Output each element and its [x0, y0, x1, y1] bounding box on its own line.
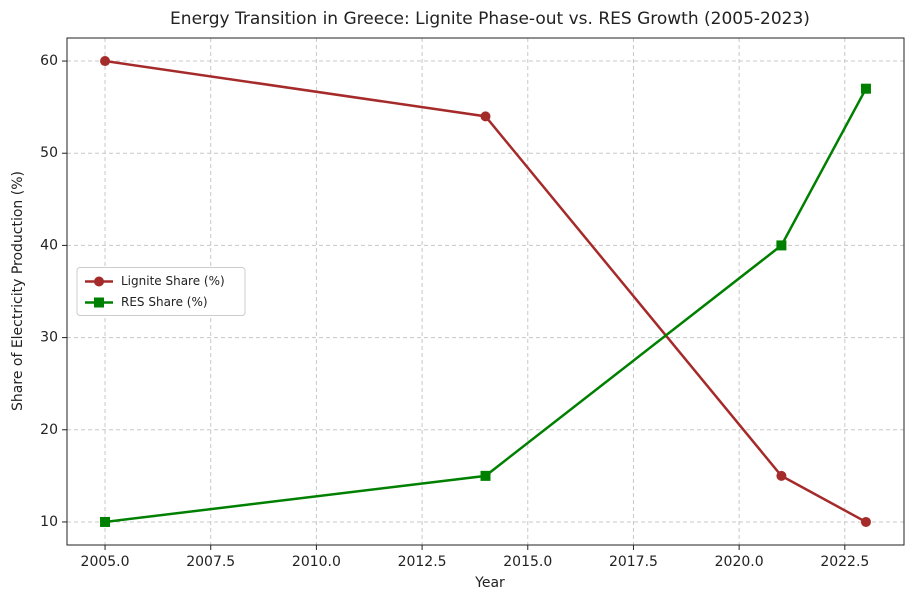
- x-tick-label: 2007.5: [186, 554, 235, 570]
- x-tick-label: 2010.0: [292, 554, 341, 570]
- y-tick-label: 30: [40, 330, 58, 346]
- plot-frame: [66, 37, 905, 546]
- y-axis-label: Share of Electricity Production (%): [10, 171, 26, 411]
- legend-marker: [94, 297, 104, 308]
- y-tick-label: 10: [40, 514, 58, 530]
- y-tick-label: 50: [40, 145, 58, 161]
- data-point: [480, 470, 491, 481]
- data-point: [100, 56, 111, 67]
- legend-label: Lignite Share (%): [121, 274, 225, 288]
- x-axis-label: Year: [474, 575, 505, 591]
- legend: Lignite Share (%) RES Share (%): [76, 267, 246, 316]
- data-point: [860, 516, 871, 527]
- y-tick-label: 20: [40, 422, 58, 438]
- series-line: [104, 59, 867, 524]
- x-tick-label: 2022.5: [820, 554, 869, 570]
- series-line: [104, 88, 868, 524]
- data-point: [860, 83, 871, 94]
- chart-title: Energy Transition in Greece: Lignite Pha…: [170, 9, 810, 29]
- data-point: [480, 111, 491, 122]
- legend-frame: [76, 267, 246, 316]
- data-point: [776, 470, 787, 481]
- x-tick-label: 2012.5: [398, 554, 447, 570]
- x-tick-label: 2020.0: [715, 554, 764, 570]
- legend-marker: [94, 276, 104, 287]
- x-tick-label: 2015.0: [503, 554, 552, 570]
- x-tick-label: 2005.0: [81, 554, 130, 570]
- data-point: [100, 516, 111, 527]
- data-point: [776, 240, 787, 251]
- legend-label: RES Share (%): [121, 295, 208, 309]
- y-tick-label: 60: [40, 53, 58, 69]
- x-tick-label: 2017.5: [609, 554, 658, 570]
- y-tick-label: 40: [40, 237, 58, 253]
